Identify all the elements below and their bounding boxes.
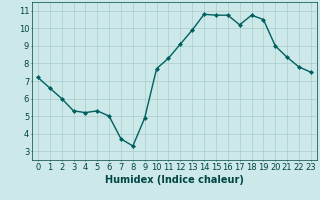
X-axis label: Humidex (Indice chaleur): Humidex (Indice chaleur) — [105, 175, 244, 185]
